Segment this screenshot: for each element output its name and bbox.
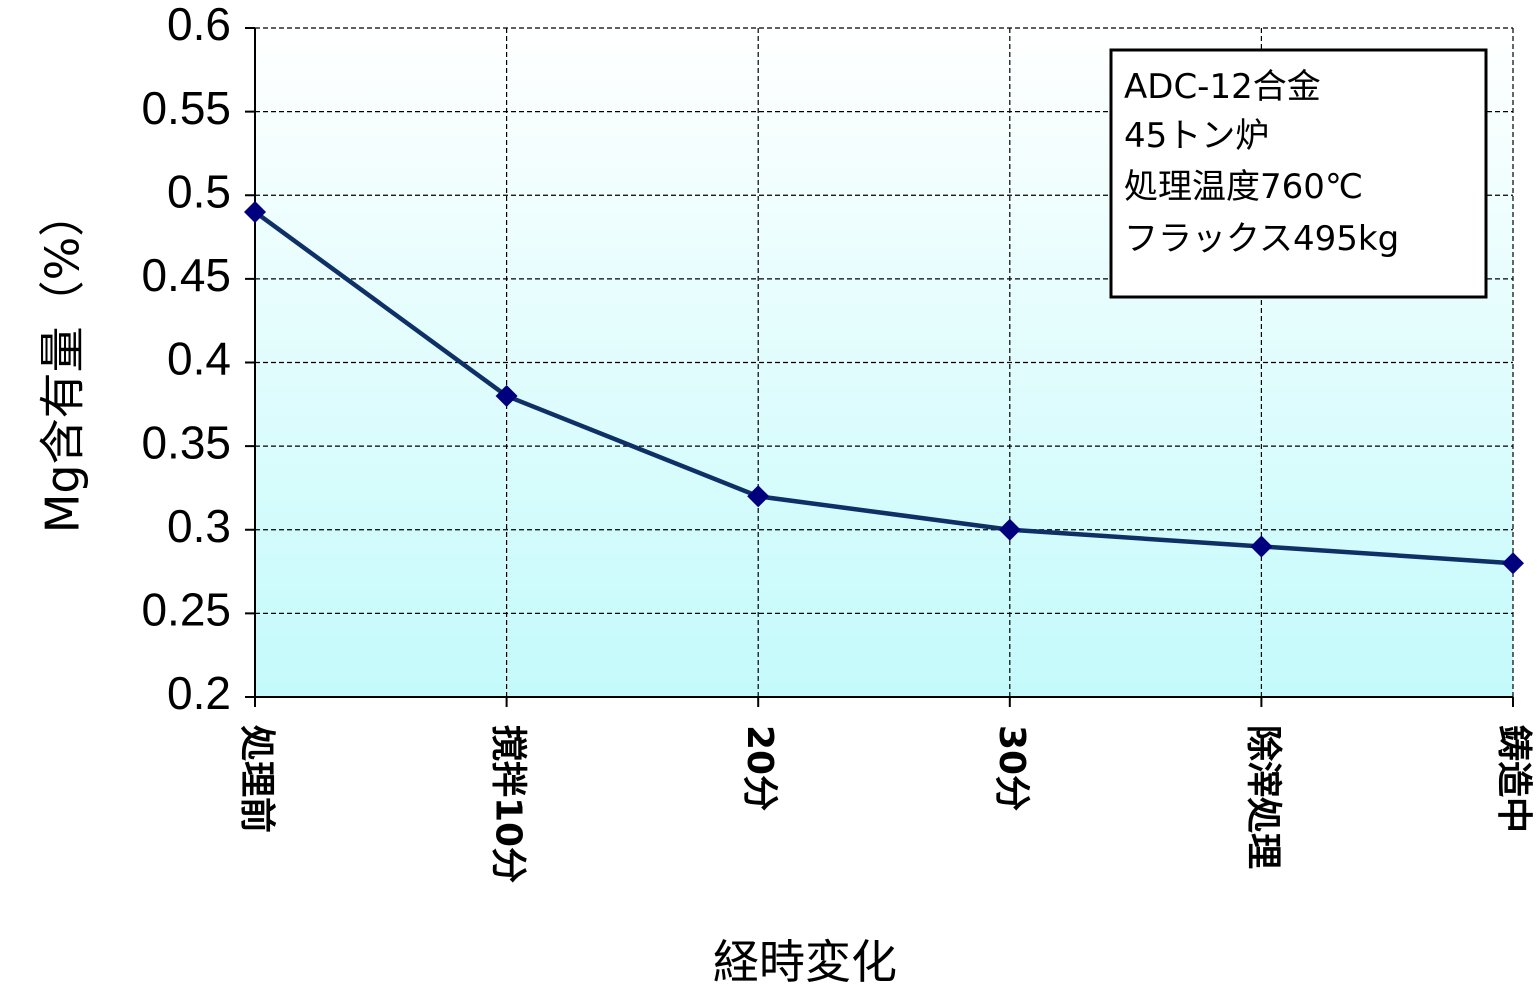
- y-axis-ticks: 0.2 0.25 0.3 0.35 0.4 0.45 0.5 0.55 0.6: [141, 0, 255, 719]
- y-axis-title: Mg含有量（%）: [36, 191, 90, 534]
- x-category-label: 20分: [739, 725, 780, 811]
- x-category-label: 撹拌10分: [488, 725, 529, 883]
- y-tick-label: 0.45: [141, 249, 231, 301]
- y-tick-label: 0.3: [167, 500, 231, 552]
- y-tick-label: 0.5: [167, 165, 231, 217]
- data-point: [747, 485, 770, 508]
- annotation-line: フラックス495kg: [1124, 219, 1399, 259]
- data-point: [495, 384, 518, 407]
- x-category-label: 除滓処理: [1242, 725, 1283, 869]
- x-category-label: 処理前: [236, 725, 277, 833]
- data-point: [1250, 535, 1273, 558]
- series-line: [253, 210, 1514, 566]
- x-category-label: 30分: [991, 725, 1032, 811]
- y-tick-label: 0.25: [141, 584, 231, 636]
- x-axis-title: 経時変化: [713, 935, 897, 989]
- annotation-line: ADC-12合金: [1124, 67, 1321, 107]
- x-category-label: 鋳造中: [1493, 725, 1534, 833]
- data-point: [244, 200, 266, 223]
- data-point: [998, 518, 1021, 541]
- y-tick-label: 0.2: [167, 667, 231, 719]
- data-point: [1502, 552, 1524, 575]
- data-markers: [244, 200, 1524, 575]
- annotation-line: 処理温度760℃: [1124, 167, 1363, 207]
- y-tick-label: 0.4: [167, 333, 231, 385]
- y-tick-label: 0.35: [141, 416, 231, 468]
- x-axis-categories: 処理前 撹拌10分 20分 30分 除滓処理 鋳造中: [236, 697, 1534, 883]
- annotation-line: 45トン炉: [1124, 116, 1269, 156]
- y-tick-label: 0.55: [141, 82, 231, 134]
- annotation-box: ADC-12合金 45トン炉 処理温度760℃ フラックス495kg: [1109, 48, 1488, 299]
- y-tick-label: 0.6: [167, 0, 231, 50]
